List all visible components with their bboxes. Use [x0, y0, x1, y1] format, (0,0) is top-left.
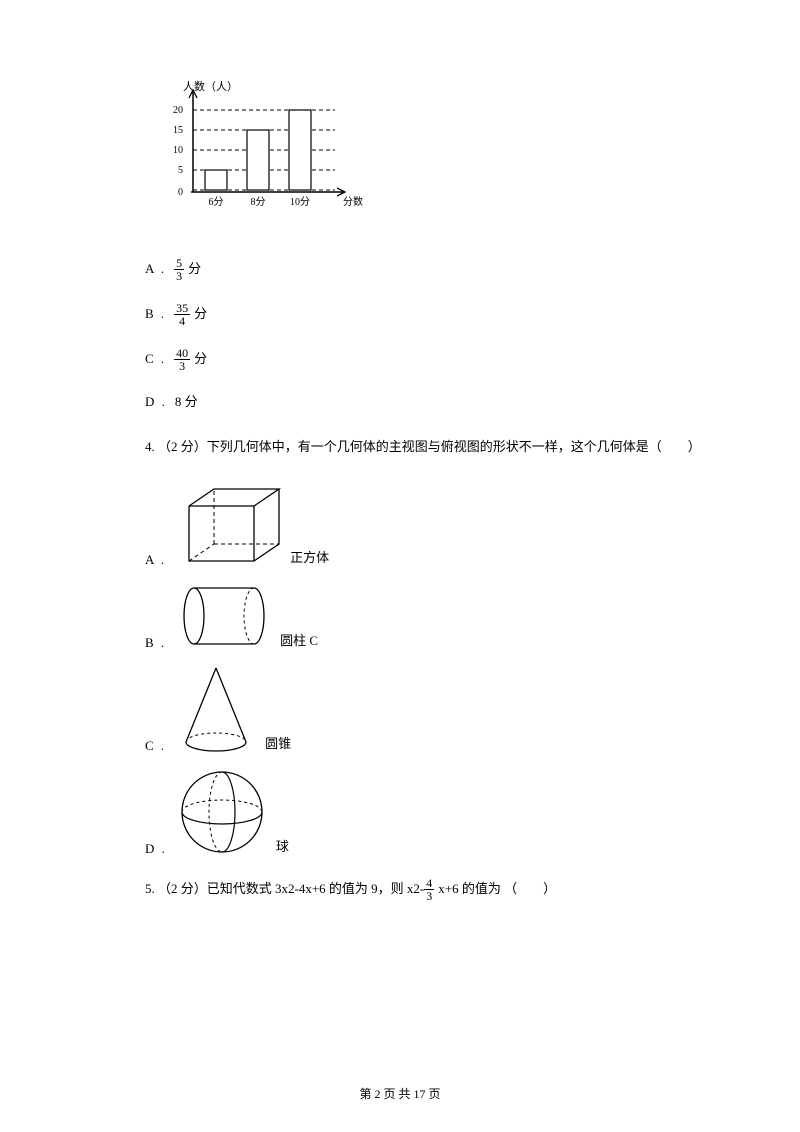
fraction: 35 4 — [174, 302, 190, 327]
shape-name: 球 — [276, 837, 289, 858]
q3-option-d: D . 8 分 — [145, 392, 700, 413]
question-4: 4. （2 分）下列几何体中，有一个几何体的主视图与俯视图的形状不一样，这个几何… — [115, 433, 700, 462]
q3-option-c: C . 40 3 分 — [145, 347, 700, 372]
question-5: 5. （2 分）已知代数式 3x2-4x+6 的值为 9，则 x2- 4 3 x… — [145, 875, 700, 904]
bar-8 — [247, 130, 269, 190]
cube-icon — [174, 481, 284, 571]
svg-text:0: 0 — [178, 187, 183, 198]
y-axis-label: 人数（人） — [183, 80, 238, 93]
option-letter: A . — [145, 259, 166, 280]
q5-suffix: x+6 的值为 （ ） — [438, 875, 556, 904]
svg-text:10: 10 — [173, 145, 183, 156]
unit: 分 — [194, 304, 207, 325]
sphere-icon — [175, 765, 270, 860]
option-text: 8 分 — [175, 392, 198, 413]
q3-option-b: B . 35 4 分 — [145, 302, 700, 327]
fraction: 40 3 — [174, 347, 190, 372]
fraction: 5 3 — [174, 257, 184, 282]
q4-option-c: C . 圆锥 — [145, 662, 700, 757]
question-text: 4. （2 分）下列几何体中，有一个几何体的主视图与俯视图的形状不一样，这个几何… — [145, 439, 701, 454]
shape-name: 正方体 — [290, 548, 329, 569]
option-letter: C . — [145, 349, 166, 370]
svg-text:6分: 6分 — [209, 196, 224, 208]
cone-icon — [174, 662, 259, 757]
shape-name: 圆柱 C — [280, 631, 318, 652]
q4-option-a: A . 正方体 — [145, 481, 700, 571]
svg-text:10分: 10分 — [290, 196, 310, 208]
svg-text:8分: 8分 — [251, 196, 266, 208]
option-letter: B . — [145, 304, 166, 325]
x-axis-label: 分数 — [343, 195, 363, 208]
shape-name: 圆锥 — [265, 734, 291, 755]
option-letter: D . — [145, 392, 167, 413]
svg-text:5: 5 — [178, 165, 183, 176]
option-letter: B . — [145, 633, 166, 654]
bar-10 — [289, 110, 311, 190]
bar-6 — [205, 170, 227, 190]
cylinder-icon — [174, 579, 274, 654]
option-letter: C . — [145, 736, 166, 757]
q3-option-a: A . 5 3 分 — [145, 257, 700, 282]
unit: 分 — [188, 259, 201, 280]
q4-option-d: D . 球 — [145, 765, 700, 860]
option-letter: A . — [145, 550, 166, 571]
svg-text:15: 15 — [173, 125, 183, 136]
fraction: 4 3 — [424, 877, 434, 902]
svg-text:20: 20 — [173, 105, 183, 116]
option-letter: D . — [145, 839, 167, 860]
bar-chart: 人数（人） 0 5 10 15 20 6分 8分 10分 分数 — [165, 80, 700, 227]
unit: 分 — [194, 349, 207, 370]
page-footer: 第 2 页 共 17 页 — [0, 1085, 800, 1104]
q4-option-b: B . 圆柱 C — [145, 579, 700, 654]
q5-prefix: 5. （2 分）已知代数式 3x2-4x+6 的值为 9，则 x2- — [145, 875, 424, 904]
